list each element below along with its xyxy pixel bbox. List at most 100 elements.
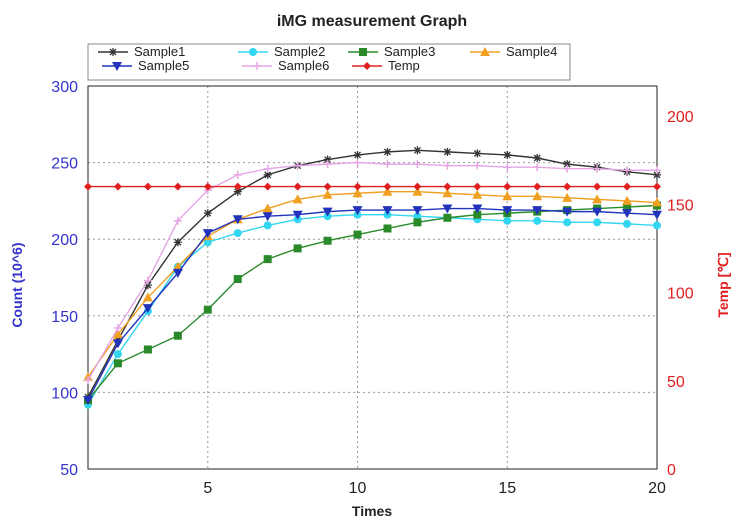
data-point-temp — [233, 182, 242, 191]
data-point-temp — [653, 182, 661, 191]
legend-item-sample3: Sample3 — [348, 44, 435, 59]
data-point-temp — [263, 182, 272, 191]
data-point-sample1 — [383, 147, 392, 156]
data-point-sample5 — [142, 304, 153, 314]
data-point-sample6 — [233, 170, 242, 179]
data-point-temp — [563, 182, 572, 191]
y2-tick-label: 0 — [667, 462, 676, 479]
data-point-sample5 — [112, 339, 123, 349]
data-point-sample6 — [623, 166, 632, 175]
data-point-sample3 — [323, 236, 332, 245]
data-point-sample6 — [113, 324, 122, 333]
y2-tick-label: 150 — [667, 197, 694, 214]
y-tick-label: 250 — [51, 156, 78, 173]
y2-tick-label: 50 — [667, 374, 685, 391]
data-point-sample1 — [203, 209, 212, 218]
data-point-sample3 — [143, 345, 152, 354]
data-point-sample6 — [353, 158, 362, 167]
legend-label: Sample2 — [274, 44, 325, 59]
data-point-sample2 — [413, 212, 422, 221]
data-point-sample1 — [473, 149, 482, 158]
data-point-sample1 — [233, 187, 242, 196]
chart-title: iMG measurement Graph — [277, 13, 467, 30]
series-sample3 — [84, 201, 661, 405]
data-point-sample2 — [203, 238, 212, 247]
data-point-sample5 — [322, 207, 333, 217]
data-point-temp — [443, 182, 452, 191]
data-point-sample5 — [262, 212, 273, 222]
data-point-sample5 — [442, 204, 453, 214]
data-point-sample3 — [443, 213, 452, 222]
series-line-sample4 — [87, 191, 658, 378]
data-point-sample6 — [593, 164, 602, 173]
series-sample5 — [83, 204, 662, 406]
data-point-sample6 — [653, 166, 661, 175]
legend-swatch-marker — [109, 48, 117, 56]
data-point-sample6 — [563, 164, 572, 173]
y-tick-label: 150 — [51, 309, 78, 326]
x-axis-ticks: 5 10 15 20 — [203, 480, 666, 497]
legend-box — [87, 43, 571, 81]
data-point-sample3 — [113, 359, 122, 368]
data-point-sample5 — [412, 206, 423, 216]
y2-axis-label: Temp [℃] — [715, 252, 731, 317]
data-point-sample5 — [502, 206, 513, 216]
data-point-temp — [353, 182, 362, 191]
series-line-sample5 — [87, 207, 658, 401]
legend: Sample1 Sample2 Sample3 Sample4 Sample5 Sampl… — [87, 43, 571, 81]
plot-area — [87, 85, 658, 470]
legend-item-sample2: Sample2 — [238, 44, 325, 59]
data-point-sample5 — [652, 210, 662, 220]
data-point-sample1 — [263, 170, 272, 179]
data-point-sample1 — [653, 170, 661, 179]
data-point-sample4 — [652, 197, 662, 207]
data-point-temp — [473, 182, 482, 191]
data-point-sample5 — [202, 229, 213, 239]
legend-item-sample6: Sample6 — [242, 58, 329, 73]
data-point-sample6 — [443, 161, 452, 170]
data-point-sample4 — [562, 192, 573, 202]
series-sample6 — [84, 158, 661, 385]
data-point-sample5 — [232, 215, 243, 225]
data-point-sample4 — [142, 292, 153, 302]
data-point-temp — [84, 182, 92, 191]
data-point-sample2 — [263, 221, 272, 230]
data-point-sample5 — [532, 206, 543, 216]
series-sample2 — [84, 210, 661, 409]
data-point-sample6 — [84, 376, 92, 385]
right-axis-ticks: 0 50 100 150 200 — [667, 109, 694, 479]
data-point-temp — [293, 182, 302, 191]
data-point-sample6 — [473, 161, 482, 170]
data-point-temp — [593, 182, 602, 191]
data-point-sample2 — [113, 350, 122, 359]
data-point-sample5 — [292, 210, 303, 220]
data-point-sample4 — [412, 186, 423, 196]
data-point-sample6 — [143, 276, 152, 285]
data-point-sample1 — [173, 238, 182, 247]
data-point-temp — [113, 182, 122, 191]
legend-swatch-marker — [359, 48, 367, 56]
data-point-sample5 — [592, 207, 603, 217]
data-point-sample1 — [503, 150, 512, 159]
legend-swatch-marker — [363, 62, 371, 70]
data-point-sample3 — [623, 203, 632, 212]
data-point-sample4 — [112, 329, 123, 339]
data-point-sample4 — [442, 188, 453, 198]
data-point-sample3 — [293, 244, 302, 253]
data-point-sample2 — [623, 219, 632, 228]
data-point-sample5 — [622, 209, 633, 219]
legend-swatch-marker — [249, 48, 257, 56]
data-point-sample5 — [472, 204, 483, 214]
data-point-sample4 — [472, 189, 483, 199]
data-point-sample4 — [352, 188, 363, 198]
data-point-sample5 — [352, 206, 363, 216]
grid — [88, 86, 657, 469]
y-tick-label: 50 — [60, 462, 78, 479]
data-point-sample4 — [532, 191, 543, 201]
data-point-temp — [323, 182, 332, 191]
x-tick-label: 20 — [648, 480, 666, 497]
legend-item-sample4: Sample4 — [470, 44, 557, 59]
y-tick-label: 100 — [51, 385, 78, 402]
y2-tick-label: 200 — [667, 109, 694, 126]
data-point-sample3 — [173, 331, 182, 340]
